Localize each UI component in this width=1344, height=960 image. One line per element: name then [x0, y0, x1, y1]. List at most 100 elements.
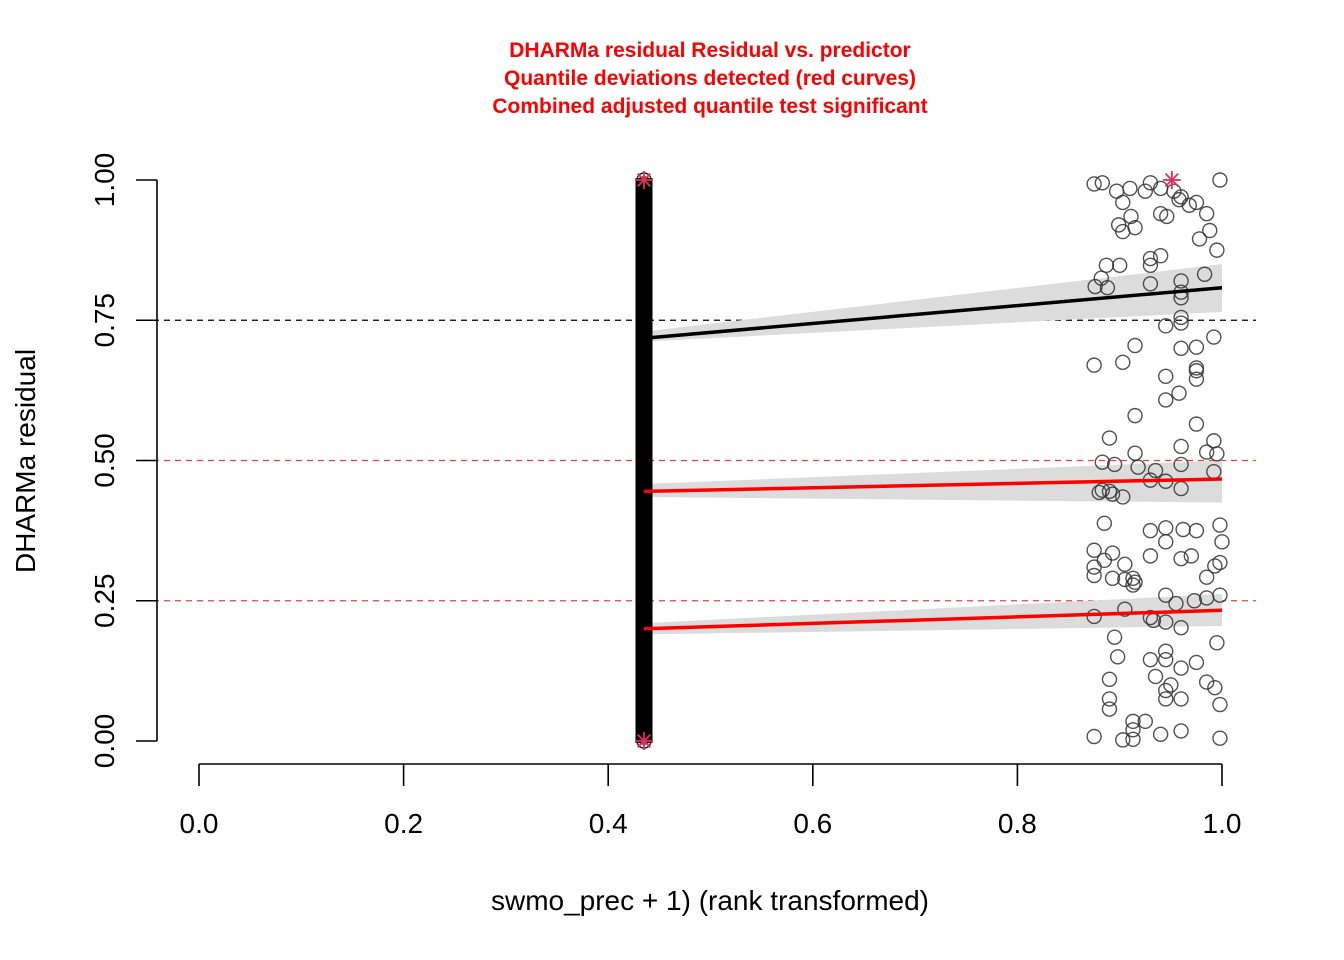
scatter-point-77: [1175, 521, 1191, 538]
scatter-point-58: [1209, 446, 1225, 462]
scatter-point-45: [1206, 329, 1222, 345]
scatter-point-103: [1212, 587, 1228, 603]
scatter-point-131: [1137, 713, 1153, 730]
scatter-point-62: [1130, 459, 1146, 475]
scatter-point-38: [1115, 354, 1131, 371]
scatter-point-44: [1188, 339, 1205, 355]
scatter-point-79: [1212, 517, 1228, 533]
scatter-point-33: [1173, 273, 1189, 289]
scatter-point-28: [1111, 257, 1128, 273]
scatter-point-85: [1142, 548, 1159, 564]
scatter-point-34: [1196, 266, 1213, 282]
x-tick-label: 0.8: [998, 808, 1037, 839]
scatter-point-15: [1159, 208, 1175, 225]
scatter-point-82: [1104, 545, 1121, 561]
scatter-point-59: [1206, 433, 1222, 449]
y-tick-label: 0.00: [89, 714, 120, 769]
scatter-point-0: [1086, 176, 1102, 192]
scatter-point-7: [1115, 223, 1131, 240]
plot-area: [142, 171, 1256, 750]
scatter-point-23: [1122, 180, 1138, 197]
confidence-band-0: [644, 264, 1222, 342]
scatter-point-32: [1142, 276, 1159, 292]
scatter-point-137: [1212, 730, 1228, 746]
scatter-point-110: [1106, 629, 1123, 645]
outlier-stroke: [637, 733, 652, 749]
scatter-point-66: [1173, 456, 1189, 473]
x-tick-label: 0.2: [384, 808, 423, 839]
scatter-point-73: [1115, 489, 1131, 505]
scatter-point-39: [1086, 357, 1102, 373]
y-axis-label: DHARMa residual: [10, 349, 41, 573]
scatter-point-11: [1173, 189, 1189, 205]
scatter-point-13: [1188, 194, 1205, 211]
scatter-point-135: [1115, 732, 1131, 748]
scatter-point-106: [1142, 609, 1159, 626]
scatter-point-104: [1086, 608, 1102, 625]
scatter-point-88: [1207, 558, 1223, 574]
scatter-point-8: [1142, 175, 1159, 191]
scatter-point-1: [1094, 175, 1111, 191]
scatter-point-72: [1104, 486, 1121, 502]
scatter-point-52: [1127, 407, 1143, 424]
scatter-point-9: [1152, 180, 1169, 197]
outlier-marker-2: [1162, 171, 1181, 189]
quantile-fit-line-2: [643, 608, 1223, 631]
scatter-point-57: [1198, 444, 1215, 460]
scatter-point-90: [1214, 534, 1230, 550]
scatter-point-98: [1198, 569, 1215, 585]
y-tick-label: 0.25: [89, 574, 120, 629]
scatter-point-87: [1183, 548, 1200, 564]
scatter-point-47: [1188, 363, 1205, 379]
scatter-point-4: [1123, 208, 1139, 225]
scatter-point-83: [1096, 552, 1113, 569]
scatter-point-134: [1086, 728, 1102, 745]
title-line-3: Combined adjusted quantile test signific…: [492, 95, 927, 118]
scatter-point-89: [1212, 554, 1228, 571]
scatter-point-117: [1109, 649, 1126, 665]
scatter-point-49: [1158, 368, 1174, 385]
title-line-2: Quantile deviations detected (red curves…: [504, 67, 916, 90]
scatter-point-128: [1101, 701, 1118, 717]
scatter-point-56: [1173, 438, 1189, 455]
y-tick-label: 1.00: [89, 153, 120, 208]
scatter-point-81: [1086, 542, 1102, 558]
scatter-point-41: [1173, 315, 1189, 331]
scatter-point-30: [1087, 278, 1103, 295]
scatter-point-136: [1125, 731, 1141, 748]
scatter-point-111: [1142, 651, 1159, 668]
scatter-point-54: [1101, 430, 1118, 446]
scatter-point-80: [1158, 534, 1174, 550]
scatter-point-94: [1117, 571, 1133, 588]
chart-title: DHARMa residual Residual vs. predictor Q…: [492, 39, 927, 118]
outlier-marker-1: [635, 732, 654, 750]
scatter-point-37: [1127, 337, 1143, 354]
scatter-point-63: [1147, 462, 1164, 479]
scatter-point-84: [1117, 556, 1133, 572]
scatter-point-43: [1173, 340, 1189, 356]
scatter-point-105: [1117, 601, 1133, 617]
scatter-point-115: [1188, 654, 1205, 671]
scatter-point-40: [1173, 309, 1189, 326]
scatter-point-51: [1171, 385, 1187, 401]
scatter-point-126: [1212, 696, 1228, 713]
scatter-point-78: [1188, 522, 1205, 539]
scatter-point-132: [1152, 726, 1169, 742]
scatter-point-133: [1173, 723, 1189, 739]
scatter-point-113: [1158, 651, 1174, 668]
x-tick-label: 1.0: [1203, 808, 1242, 839]
scatter-point-3: [1115, 194, 1131, 211]
x-axis-label: swmo_prec + 1) (rank transformed): [491, 885, 929, 916]
scatter-point-25: [1152, 248, 1169, 264]
scatter-point-22: [1137, 183, 1153, 199]
outlier-stroke: [637, 172, 652, 188]
scatter-point-19: [1191, 231, 1208, 247]
quantile-fit-line-0: [643, 285, 1223, 340]
scatter-point-119: [1147, 668, 1164, 685]
scatter-point-129: [1125, 713, 1141, 730]
scatter-point-24: [1142, 250, 1159, 267]
scatter-point-125: [1207, 680, 1223, 696]
scatter-point-74: [1096, 515, 1113, 532]
scatter-point-20: [1212, 172, 1228, 188]
